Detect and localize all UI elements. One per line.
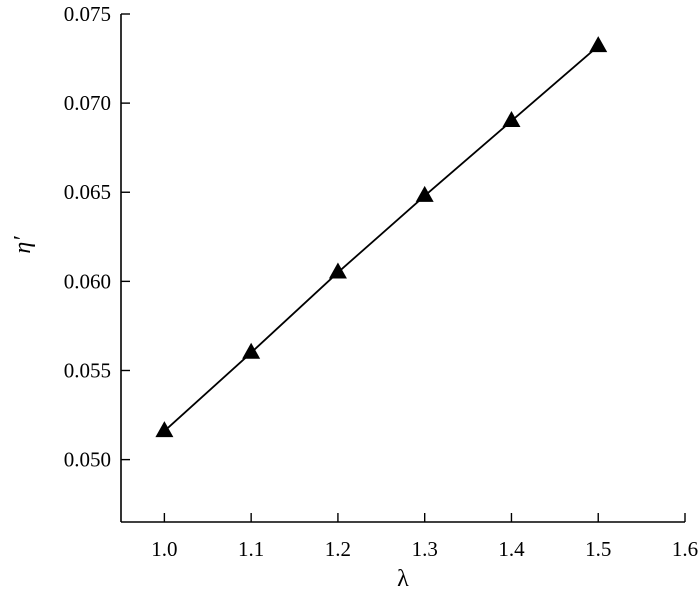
- x-tick-label: 1.1: [238, 537, 264, 561]
- x-ticks: 1.0 1.1 1.2 1.3 1.4 1.5 1.6: [151, 513, 698, 561]
- y-tick-label: 0.075: [64, 2, 111, 26]
- y-axis-title: η′: [10, 236, 36, 254]
- y-tick-label: 0.060: [64, 269, 111, 293]
- x-tick-label: 1.6: [672, 537, 698, 561]
- data-point-triangle: [328, 262, 347, 279]
- x-tick-label: 1.5: [585, 537, 611, 561]
- x-tick-label: 1.2: [325, 537, 351, 561]
- y-ticks: 0.050 0.055 0.060 0.065 0.070 0.075: [64, 2, 130, 472]
- data-point-triangle: [242, 342, 261, 359]
- data-point-triangle: [502, 111, 521, 128]
- y-tick-label: 0.050: [64, 448, 111, 472]
- data-point-triangle: [589, 36, 608, 53]
- series-group: [155, 36, 608, 438]
- x-axis-title: λ: [397, 566, 409, 592]
- series-line: [163, 45, 599, 432]
- x-tick-label: 1.0: [151, 537, 177, 561]
- x-tick-label: 1.3: [412, 537, 438, 561]
- y-tick-label: 0.070: [64, 91, 111, 115]
- data-point-triangle: [415, 185, 434, 202]
- y-tick-label: 0.065: [64, 180, 111, 204]
- x-tick-label: 1.4: [498, 537, 525, 561]
- axes: [120, 14, 685, 523]
- data-point-triangle: [155, 421, 174, 438]
- y-tick-label: 0.055: [64, 358, 111, 382]
